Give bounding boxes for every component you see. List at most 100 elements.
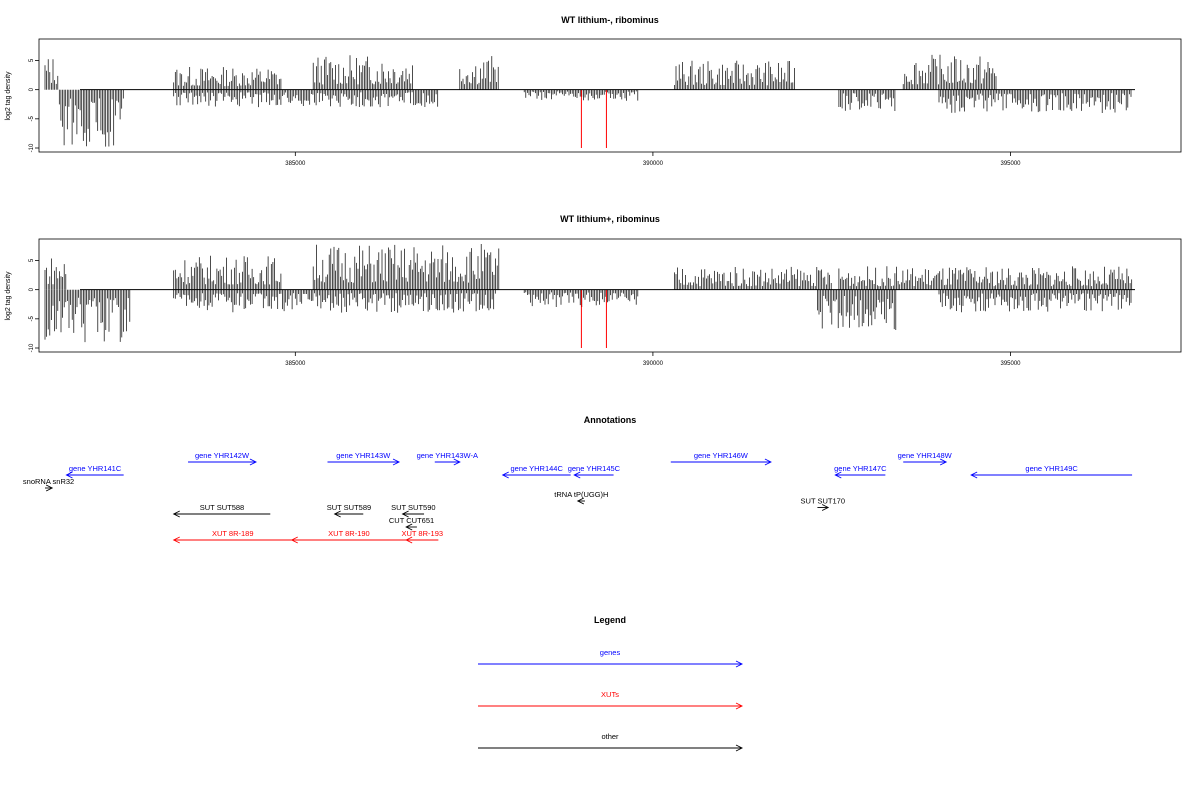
bar-series bbox=[44, 54, 1132, 148]
y-tick-label: 0 bbox=[29, 87, 35, 91]
arrow-head bbox=[392, 458, 401, 466]
bar-series bbox=[44, 244, 1133, 348]
arrow-head bbox=[172, 536, 180, 544]
feature-label: SUT SUT170 bbox=[801, 497, 845, 506]
feature-gene: gene YHR142W bbox=[188, 451, 257, 466]
feature-label: gene YHR143W-A bbox=[417, 451, 478, 460]
feature-label: XUT 8R-193 bbox=[401, 529, 443, 538]
y-tick-label: -10 bbox=[29, 143, 35, 152]
y-tick-label: 0 bbox=[29, 287, 35, 291]
feature-gene: gene YHR143W bbox=[327, 451, 401, 466]
x-tick-label: 390000 bbox=[643, 361, 664, 367]
feature-label: CUT CUT651 bbox=[389, 516, 434, 525]
arrow-head bbox=[405, 523, 413, 531]
feature-label: tRNA tP(UGG)H bbox=[554, 490, 608, 499]
arrow-head bbox=[172, 510, 180, 518]
arrow-head bbox=[501, 471, 509, 479]
feature-other: tRNA tP(UGG)H bbox=[554, 490, 608, 505]
feature-label: SUT SUT590 bbox=[391, 503, 435, 512]
y-tick-label: 5 bbox=[29, 258, 35, 262]
feature-xut: XUT 8R-193 bbox=[401, 529, 443, 544]
legend: Legend genes XUTs other bbox=[478, 615, 744, 752]
plot-frame bbox=[38, 38, 1182, 153]
feature-xut: XUT 8R-190 bbox=[290, 529, 407, 544]
arrow-head bbox=[290, 536, 298, 544]
feature-label: gene YHR144C bbox=[510, 464, 563, 473]
x-tick-label: 385000 bbox=[285, 361, 306, 367]
arrow-head bbox=[939, 458, 948, 466]
legend-label: genes bbox=[600, 648, 621, 657]
arrow-head bbox=[735, 744, 744, 752]
legend-label: XUTs bbox=[601, 690, 619, 699]
feature-gene: gene YHR144C bbox=[501, 464, 571, 479]
arrow-head bbox=[45, 484, 54, 492]
panel-lithium-minus: WT lithium-, ribominus log2 tag density … bbox=[5, 15, 1182, 167]
y-axis-label: log2 tag density bbox=[5, 271, 12, 321]
legend-label: other bbox=[601, 732, 619, 741]
feature-gene: gene YHR143W-A bbox=[417, 451, 478, 466]
y-tick-label: -5 bbox=[29, 116, 35, 122]
x-tick-label: 395000 bbox=[1000, 361, 1021, 367]
feature-gene: gene YHR148W bbox=[898, 451, 953, 466]
feature-label: gene YHR143W bbox=[336, 451, 391, 460]
x-tick-label: 385000 bbox=[285, 161, 306, 167]
arrow-head bbox=[735, 660, 744, 668]
y-tick-label: 5 bbox=[29, 58, 35, 62]
arrow-head bbox=[65, 471, 73, 479]
feature-gene: gene YHR147C bbox=[834, 464, 887, 479]
arrow-head bbox=[821, 504, 830, 511]
legend-item-other: other bbox=[478, 732, 744, 752]
legend-item-xut: XUTs bbox=[478, 690, 744, 710]
arrow-head bbox=[735, 702, 744, 710]
feature-label: gene YHR141C bbox=[69, 464, 122, 473]
y-tick-label: -10 bbox=[29, 343, 35, 352]
feature-label: XUT 8R-190 bbox=[328, 529, 370, 538]
feature-gene: gene YHR145C bbox=[568, 464, 621, 479]
feature-label: gene YHR149C bbox=[1025, 464, 1078, 473]
arrow-head bbox=[405, 536, 413, 544]
feature-label: XUT 8R-189 bbox=[212, 529, 254, 538]
arrow-head bbox=[970, 471, 978, 479]
feature-other: SUT SUT588 bbox=[172, 503, 271, 518]
x-tick-label: 395000 bbox=[1000, 161, 1021, 167]
legend-title: Legend bbox=[594, 615, 626, 625]
axes: 5 0 -5 -10 385000 390000 395000 bbox=[29, 258, 1135, 367]
feature-gene: gene YHR149C bbox=[970, 464, 1133, 479]
panel-title: WT lithium-, ribominus bbox=[561, 15, 659, 25]
feature-other: SUT SUT590 bbox=[391, 503, 436, 518]
panel-title: WT lithium+, ribominus bbox=[560, 214, 660, 224]
feature-gene: gene YHR146W bbox=[670, 451, 772, 466]
feature-other: SUT SUT170 bbox=[801, 497, 845, 511]
feature-label: snoRNA snR32 bbox=[23, 477, 74, 486]
arrow-head bbox=[576, 497, 585, 505]
arrow-head bbox=[401, 510, 409, 518]
feature-label: gene YHR146W bbox=[694, 451, 749, 460]
feature-xut: XUT 8R-189 bbox=[172, 529, 292, 544]
feature-label: gene YHR142W bbox=[195, 451, 250, 460]
plot-frame bbox=[38, 238, 1182, 353]
arrow-head bbox=[573, 471, 581, 479]
x-tick-label: 390000 bbox=[643, 161, 664, 167]
feature-label: gene YHR145C bbox=[568, 464, 621, 473]
annotations-title: Annotations bbox=[584, 415, 637, 425]
feature-other: SUT SUT589 bbox=[327, 503, 371, 518]
arrow-head bbox=[764, 458, 772, 466]
y-tick-label: -5 bbox=[29, 316, 35, 322]
feature-other: CUT CUT651 bbox=[389, 516, 434, 531]
axes: 5 0 -5 -10 385000 390000 395000 bbox=[29, 58, 1135, 167]
feature-label: SUT SUT589 bbox=[327, 503, 371, 512]
feature-label: gene YHR148W bbox=[898, 451, 953, 460]
feature-label: gene YHR147C bbox=[834, 464, 887, 473]
feature-gene: gene YHR141C bbox=[65, 464, 124, 479]
feature-other: snoRNA snR32 bbox=[23, 477, 74, 492]
arrow-head bbox=[333, 510, 341, 518]
arrow-head bbox=[249, 458, 257, 466]
feature-label: SUT SUT588 bbox=[200, 503, 244, 512]
y-axis-label: log2 tag density bbox=[5, 71, 12, 121]
legend-item-gene: genes bbox=[478, 648, 744, 668]
panel-lithium-plus: WT lithium+, ribominus log2 tag density … bbox=[5, 214, 1182, 367]
arrow-head bbox=[834, 471, 842, 479]
annotation-track: Annotations gene YHR141C snoRNA snR32 gene… bbox=[23, 415, 1133, 544]
arrow-head bbox=[453, 458, 461, 466]
